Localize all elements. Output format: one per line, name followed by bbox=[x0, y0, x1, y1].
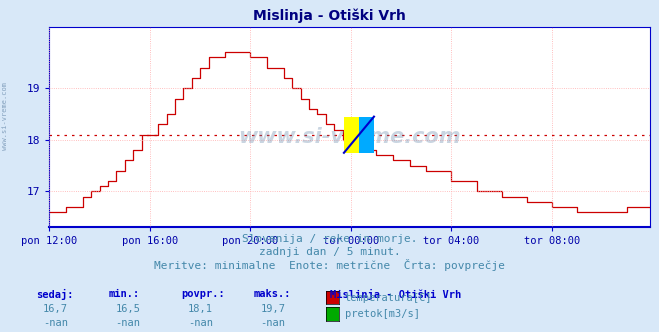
Text: temperatura[C]: temperatura[C] bbox=[345, 293, 432, 303]
Text: www.si-vreme.com: www.si-vreme.com bbox=[2, 82, 9, 150]
Text: 16,5: 16,5 bbox=[115, 303, 140, 313]
Text: pretok[m3/s]: pretok[m3/s] bbox=[345, 309, 420, 319]
FancyBboxPatch shape bbox=[359, 117, 374, 153]
Text: www.si-vreme.com: www.si-vreme.com bbox=[239, 127, 461, 147]
Text: 19,7: 19,7 bbox=[260, 303, 285, 313]
Text: Mislinja - Otiški Vrh: Mislinja - Otiški Vrh bbox=[330, 289, 461, 300]
Text: -nan: -nan bbox=[188, 318, 213, 328]
Text: -nan: -nan bbox=[43, 318, 68, 328]
Text: zadnji dan / 5 minut.: zadnji dan / 5 minut. bbox=[258, 247, 401, 257]
Text: Slovenija / reke in morje.: Slovenija / reke in morje. bbox=[242, 234, 417, 244]
Text: sedaj:: sedaj: bbox=[36, 289, 74, 300]
Text: -nan: -nan bbox=[260, 318, 285, 328]
FancyBboxPatch shape bbox=[344, 117, 359, 153]
Text: povpr.:: povpr.: bbox=[181, 289, 225, 299]
Text: Mislinja - Otiški Vrh: Mislinja - Otiški Vrh bbox=[253, 8, 406, 23]
Text: -nan: -nan bbox=[115, 318, 140, 328]
Text: 18,1: 18,1 bbox=[188, 303, 213, 313]
Text: min.:: min.: bbox=[109, 289, 140, 299]
Text: 16,7: 16,7 bbox=[43, 303, 68, 313]
Text: maks.:: maks.: bbox=[254, 289, 291, 299]
Text: Meritve: minimalne  Enote: metrične  Črta: povprečje: Meritve: minimalne Enote: metrične Črta:… bbox=[154, 259, 505, 271]
